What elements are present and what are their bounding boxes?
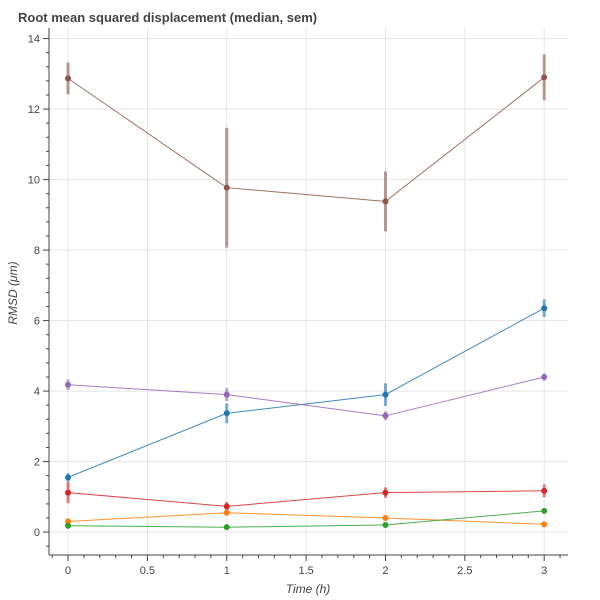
data-point	[65, 518, 72, 525]
series-5	[65, 509, 548, 528]
data-point	[541, 521, 548, 528]
chart-title: Root mean squared displacement (median, …	[18, 10, 317, 25]
data-point	[382, 391, 389, 398]
data-point	[382, 514, 389, 521]
x-tick-label: 2	[382, 565, 388, 577]
x-tick-label: 0.5	[140, 565, 155, 577]
grid	[49, 28, 568, 555]
data-point	[65, 489, 72, 496]
data-point	[223, 184, 230, 191]
series-line	[67, 490, 545, 507]
x-axis-label: Time (h)	[286, 582, 331, 596]
data-point	[223, 509, 230, 516]
data-point	[223, 391, 230, 398]
data-point	[541, 305, 548, 312]
data-point	[65, 522, 72, 529]
x-tick-label: 1	[224, 565, 230, 577]
data-point	[65, 381, 72, 388]
data-point	[382, 198, 389, 205]
x-axis-ticks: 0 0.5 1 1.5 2 2.5 3	[51, 555, 561, 577]
y-tick-label: 4	[34, 386, 40, 398]
series-4	[65, 482, 548, 511]
data-point	[223, 503, 230, 510]
series-6	[65, 507, 548, 531]
y-tick-label: 14	[28, 34, 40, 46]
series-layer	[65, 54, 548, 531]
x-tick-label: 2.5	[457, 565, 472, 577]
series-line	[67, 512, 545, 525]
series-2	[65, 299, 548, 482]
y-tick-label: 2	[34, 457, 40, 469]
series-line	[67, 77, 545, 202]
y-tick-label: 0	[34, 527, 40, 539]
y-tick-label: 12	[28, 104, 40, 116]
data-point	[541, 487, 548, 494]
data-point	[65, 474, 72, 481]
data-point	[223, 410, 230, 417]
data-point	[65, 75, 72, 82]
y-tick-label: 6	[34, 316, 40, 328]
data-point	[382, 412, 389, 419]
y-tick-label: 8	[34, 245, 40, 257]
y-axis-label: RMSD (μm)	[6, 261, 20, 324]
axes	[48, 28, 568, 556]
series-line	[67, 510, 545, 528]
x-tick-label: 0	[65, 565, 71, 577]
y-tick-label: 10	[28, 175, 40, 187]
x-tick-label: 1.5	[298, 565, 313, 577]
data-point	[382, 489, 389, 496]
data-point	[382, 522, 389, 529]
data-point	[541, 373, 548, 380]
data-point	[541, 74, 548, 81]
series-line	[67, 376, 545, 417]
data-point	[541, 507, 548, 514]
x-tick-label: 3	[541, 565, 547, 577]
series-line	[67, 307, 545, 478]
y-axis-ticks: 0 2 4 6 8 10 12 14	[28, 34, 49, 547]
series-3	[65, 373, 548, 420]
data-point	[223, 524, 230, 531]
series-1	[65, 54, 548, 248]
